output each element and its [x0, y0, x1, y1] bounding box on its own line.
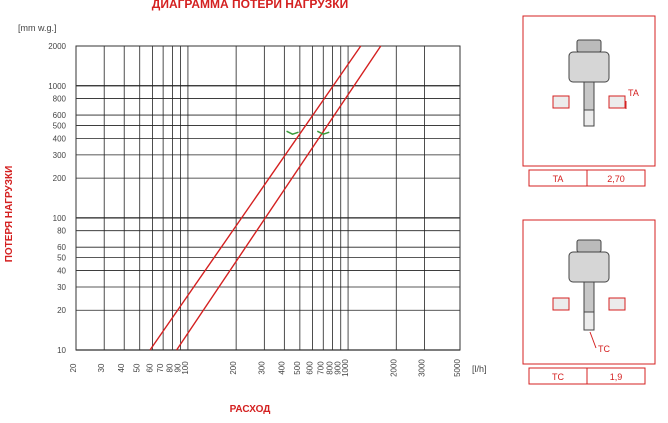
valve-card-ta: TA TA 2,70	[522, 15, 656, 187]
valve-port	[583, 109, 595, 127]
y-tick-label-11: 500	[53, 122, 67, 131]
valve-port	[608, 95, 626, 109]
annotation-mark-0	[286, 130, 299, 136]
chart-series	[149, 45, 382, 351]
valve-illustration-tc	[552, 239, 626, 331]
annotation-mark-1	[316, 130, 330, 136]
x-tick-label-18: 2000	[389, 359, 398, 377]
y-tick-label-8: 200	[53, 174, 67, 183]
valve-port	[583, 311, 595, 331]
x-axis-label: РАСХОД	[230, 404, 271, 415]
x-tick-label-3: 50	[133, 363, 142, 372]
valve-port	[608, 297, 626, 311]
y-tick-label-3: 40	[57, 266, 66, 275]
valve-actuator	[576, 239, 602, 253]
x-tick-label-5: 70	[156, 363, 165, 372]
y-tick-label-5: 60	[57, 243, 66, 252]
valve-card-tc: TC TC 1,9	[522, 219, 656, 385]
plot-frame	[75, 45, 461, 351]
valve-body	[568, 51, 610, 83]
valve-body	[568, 251, 610, 283]
chart-grid-x	[75, 46, 461, 350]
y-tick-label-9: 300	[53, 151, 67, 160]
y-axis-unit: [mm w.g.]	[18, 23, 57, 33]
x-tick-label-7: 90	[174, 363, 183, 372]
valve-port-label: TC	[598, 344, 610, 354]
x-tick-label-12: 500	[293, 361, 302, 375]
x-axis-unit: [l/h]	[472, 364, 487, 374]
y-tick-label-14: 1000	[48, 82, 66, 91]
y-tick-label-2: 30	[57, 283, 66, 292]
x-tick-label-4: 60	[145, 363, 154, 372]
x-tick-label-13: 600	[306, 361, 315, 375]
y-tick-label-15: 2000	[48, 42, 66, 51]
valve-card-frame	[522, 219, 656, 365]
y-tick-label-6: 80	[57, 227, 66, 236]
chart-annotations	[286, 130, 330, 136]
x-tick-label-0: 20	[69, 363, 78, 372]
y-tick-label-1: 20	[57, 306, 66, 315]
x-tick-label-6: 80	[165, 363, 174, 372]
x-tick-label-14: 700	[316, 361, 325, 375]
x-tick-label-17: 1000	[341, 359, 350, 377]
valve-card-frame	[522, 15, 656, 167]
x-tick-label-15: 800	[326, 361, 335, 375]
series-line-TA	[149, 45, 362, 351]
y-tick-label-12: 600	[53, 111, 67, 120]
valve-label-text: TA	[553, 174, 564, 184]
valve-port-label: TA	[628, 88, 639, 98]
valve-value-text: 2,70	[607, 174, 625, 184]
chart-grid-y	[76, 45, 460, 351]
series-line-TC	[176, 45, 382, 351]
x-tick-label-8: 100	[181, 361, 190, 375]
valve-value-text: 1,9	[610, 372, 623, 382]
y-tick-label-0: 10	[57, 346, 66, 355]
x-tick-label-9: 200	[229, 361, 238, 375]
valve-port-arrow	[589, 331, 597, 349]
x-tick-label-16: 900	[334, 361, 343, 375]
valve-label-text: TC	[552, 372, 564, 382]
valve-stem	[583, 281, 595, 313]
x-tick-label-11: 400	[277, 361, 286, 375]
x-tick-label-10: 300	[257, 361, 266, 375]
valve-actuator	[576, 39, 602, 53]
x-tick-label-2: 40	[117, 363, 126, 372]
y-axis-label: ПОТЕРЯ НАГРУЗКИ	[4, 166, 15, 263]
valve-port	[552, 297, 570, 311]
valve-illustration-ta	[552, 39, 626, 127]
x-tick-label-19: 3000	[417, 359, 426, 377]
valve-port	[552, 95, 570, 109]
x-tick-label-1: 30	[97, 363, 106, 372]
x-tick-label-20: 5000	[453, 359, 462, 377]
y-tick-label-4: 50	[57, 254, 66, 263]
valve-value-box	[586, 169, 646, 187]
valve-value-box	[586, 367, 646, 385]
y-tick-label-10: 400	[53, 134, 67, 143]
y-tick-label-13: 800	[53, 95, 67, 104]
y-tick-label-7: 100	[53, 214, 67, 223]
valve-stem	[583, 81, 595, 111]
y-tick-labels: 10 20 30 40 50 60 80 100 200 300 400 500 600 800 1000 2…	[48, 42, 66, 355]
chart-title: ДИАГРАММА ПОТЕРИ НАГРУЗКИ	[152, 0, 348, 11]
